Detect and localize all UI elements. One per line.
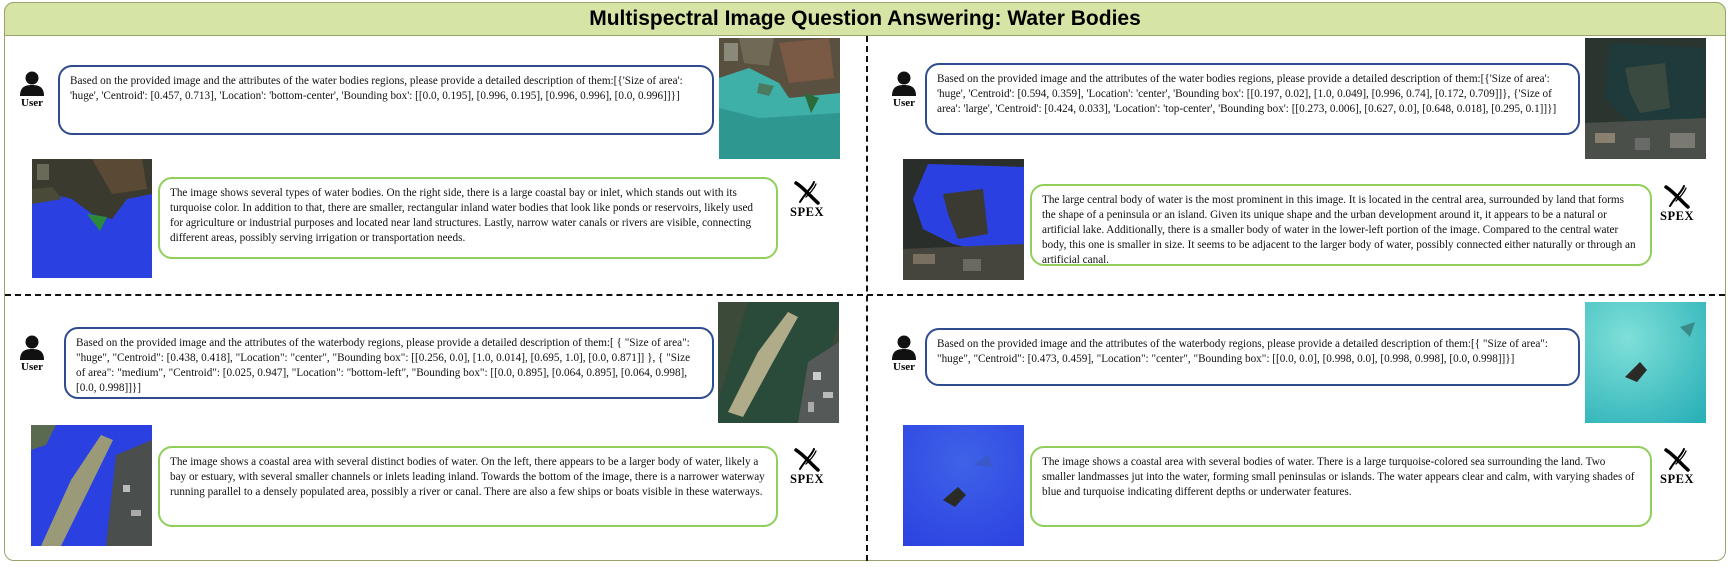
answer-text-3: The image shows a coastal area with seve… [170, 456, 765, 498]
user-label: User [893, 97, 915, 109]
figure-title: Multispectral Image Question Answering: … [4, 2, 1726, 36]
answer-text-4: The image shows a coastal area with seve… [1042, 456, 1635, 498]
user-avatar-2: User [884, 70, 924, 109]
answer-bubble-2: The large central body of water is the m… [1030, 184, 1652, 266]
spex-label: SPEX [790, 472, 824, 486]
spex-label: SPEX [790, 205, 824, 219]
answer-text-2: The large central body of water is the m… [1042, 194, 1636, 266]
rgb-image-1 [719, 38, 840, 159]
question-text-1: Based on the provided image and the attr… [70, 75, 683, 102]
answer-bubble-3: The image shows a coastal area with seve… [158, 446, 778, 527]
mask-image-1 [32, 159, 152, 278]
answer-bubble-1: The image shows several types of water b… [158, 177, 778, 259]
vertical-divider [866, 36, 868, 561]
spex-logo-icon [794, 448, 820, 472]
user-icon [892, 71, 916, 96]
mask-image-2 [903, 159, 1024, 280]
mask-image-4 [903, 425, 1024, 546]
user-label: User [21, 97, 43, 109]
user-avatar-1: User [12, 70, 52, 109]
spex-badge-3: SPEX [782, 447, 832, 487]
question-text-2: Based on the provided image and the attr… [937, 73, 1557, 115]
question-text-4: Based on the provided image and the attr… [937, 338, 1548, 365]
question-text-3: Based on the provided image and the attr… [76, 337, 691, 394]
user-avatar-4: User [884, 334, 924, 373]
question-bubble-4: Based on the provided image and the attr… [925, 328, 1580, 386]
horizontal-divider [5, 294, 1725, 296]
spex-badge-2: SPEX [1652, 184, 1702, 224]
question-bubble-2: Based on the provided image and the attr… [925, 63, 1580, 135]
spex-badge-1: SPEX [782, 180, 832, 220]
rgb-image-2 [1585, 38, 1706, 159]
spex-badge-4: SPEX [1652, 447, 1702, 487]
spex-logo-icon [794, 181, 820, 205]
user-avatar-3: User [12, 334, 52, 373]
user-icon [20, 335, 44, 360]
spex-label: SPEX [1660, 472, 1694, 486]
spex-label: SPEX [1660, 209, 1694, 223]
spex-logo-icon [1664, 185, 1690, 209]
user-icon [20, 71, 44, 96]
rgb-image-4 [1585, 302, 1706, 423]
question-bubble-3: Based on the provided image and the attr… [64, 327, 714, 399]
mask-image-3 [31, 425, 152, 546]
user-icon [892, 335, 916, 360]
user-label: User [893, 361, 915, 373]
user-label: User [21, 361, 43, 373]
question-bubble-1: Based on the provided image and the attr… [58, 65, 714, 135]
answer-text-1: The image shows several types of water b… [170, 187, 753, 244]
spex-logo-icon [1664, 448, 1690, 472]
answer-bubble-4: The image shows a coastal area with seve… [1030, 446, 1652, 527]
rgb-image-3 [718, 302, 839, 423]
